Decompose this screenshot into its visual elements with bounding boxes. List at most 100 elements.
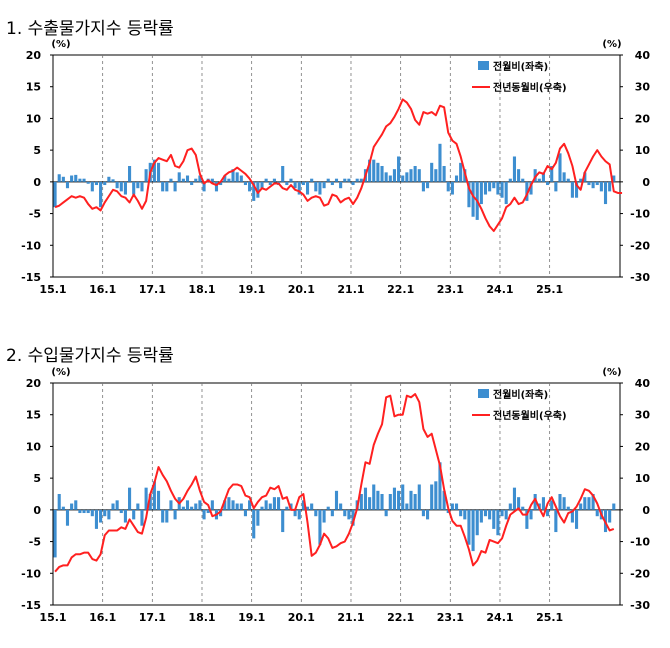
x-tick-label: 22.1 [387,283,414,296]
left-tick-label: 20 [26,377,42,390]
x-tick-label: 18.1 [188,611,215,624]
right-tick-label: -20 [630,239,650,252]
bar [285,506,289,510]
left-tick-label: 15 [26,81,41,94]
right-tick-label: -30 [630,599,650,612]
bar [355,178,359,182]
bar [405,172,409,182]
bar [272,497,276,510]
bar [425,181,430,189]
bar [310,503,314,510]
bar [413,166,417,182]
bar [434,481,438,510]
bar [78,509,82,514]
bar [268,181,272,186]
bar [359,178,363,182]
bar [529,181,533,195]
bar [376,162,380,182]
bar [252,509,256,539]
bar [173,181,177,192]
bar [459,162,463,182]
bar [169,500,173,510]
left-tick-label: 15 [26,409,41,422]
bar [256,509,260,526]
bar [521,178,525,182]
bar [438,462,442,510]
bar [488,181,492,192]
bar [550,166,554,182]
bar [185,175,190,182]
bar [61,176,65,182]
left-unit-label: (%) [51,39,70,50]
bar [243,181,248,186]
bar [533,169,537,182]
bar [508,178,512,182]
bar [301,181,305,186]
bar [570,509,574,523]
import-price-chart: 20 15 10 5 0 -5 -10 -15 40 30 20 10 0 -10 -20 -30 (%) (%)… [21,367,651,624]
bar [566,506,570,510]
right-tick-label: 40 [635,377,651,390]
left-tick-label: -10 [21,239,41,252]
bar [492,181,496,189]
left-unit-label: (%) [51,367,70,378]
bar [608,509,612,523]
bar [368,159,372,182]
bar [181,506,185,510]
left-tick-label: -15 [21,599,41,612]
bar [264,500,268,510]
left-tick-label: 5 [33,144,41,157]
bar [297,181,301,195]
bar [413,494,417,510]
bar [479,509,483,523]
x-tick-label: 16.1 [89,611,116,624]
bar [562,497,566,510]
x-tick-label: 24.1 [486,283,513,296]
bar [562,172,566,182]
bar [483,181,488,195]
bar [479,181,483,205]
bar [483,509,488,517]
bar [380,166,384,182]
bar [173,509,177,520]
bar [248,500,252,510]
bar [239,503,243,510]
bar [86,509,90,514]
bar [272,178,276,182]
bar [529,509,533,520]
bar [363,487,368,510]
bar [347,178,351,182]
legend-bar-label: 전월비(좌축) [493,388,548,401]
bar [525,509,529,529]
bar [558,153,562,182]
bar [115,181,119,189]
bar [521,506,525,510]
x-tick-label: 17.1 [139,283,166,296]
bar [281,509,285,533]
bar [128,487,132,510]
bar [537,178,541,182]
x-tick-label: 23.1 [437,283,464,296]
bar [405,503,409,510]
right-tick-label: -20 [630,567,650,580]
plot-frame [52,54,621,278]
left-tick-label: -5 [29,208,41,221]
bar [136,503,140,510]
left-tick-label: -15 [21,271,41,284]
bar [595,509,599,517]
bar [314,181,318,192]
import-price-panel: 2. 수입물가지수 등락률 20 15 10 5 0 -5 -10 -15 40 30 20 10 0 -… [0,325,670,645]
bar [111,503,115,510]
bar [301,500,305,510]
bar [372,159,376,182]
bar [603,181,608,205]
bar [409,169,413,182]
bar [599,181,603,192]
bar [401,484,405,510]
right-unit-label: (%) [602,367,621,378]
bar [388,494,392,510]
right-tick-label: 0 [642,176,650,189]
bar [165,181,169,192]
bar [148,494,152,510]
bar [103,509,107,517]
